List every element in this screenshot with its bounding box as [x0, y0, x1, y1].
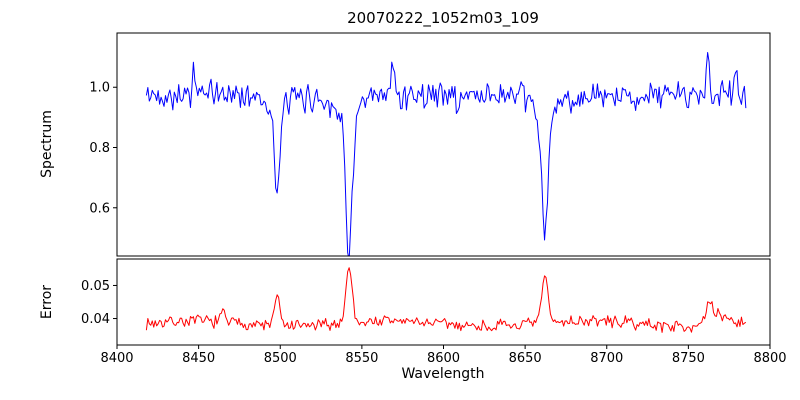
x-tick-label: 8550 [345, 351, 378, 366]
x-tick-label: 8700 [590, 351, 623, 366]
panel-frame-error [116, 258, 771, 346]
x-tick-label: 8650 [509, 351, 542, 366]
panel-frame-spectrum [116, 32, 771, 257]
y-tick-label: 0.6 [89, 201, 110, 216]
x-tick-label: 8400 [100, 351, 133, 366]
chart-title: 20070222_1052m03_109 [347, 9, 539, 27]
x-tick-label: 8600 [427, 351, 460, 366]
y-tick-label: 0.05 [81, 279, 110, 294]
y-axis-label-spectrum: Spectrum [39, 110, 55, 178]
spectrum-line [145, 52, 747, 256]
y-tick-label: 0.8 [89, 141, 110, 156]
x-tick-label: 8800 [753, 351, 786, 366]
x-tick-label: 8450 [182, 351, 215, 366]
error-line [145, 267, 747, 333]
x-tick-label: 8500 [264, 351, 297, 366]
x-tick-label: 8750 [672, 351, 705, 366]
y-tick-label: 1.0 [89, 81, 110, 96]
x-axis-label: Wavelength [401, 366, 485, 382]
y-axis-label-error: Error [39, 284, 55, 320]
y-tick-label: 0.04 [81, 312, 110, 327]
